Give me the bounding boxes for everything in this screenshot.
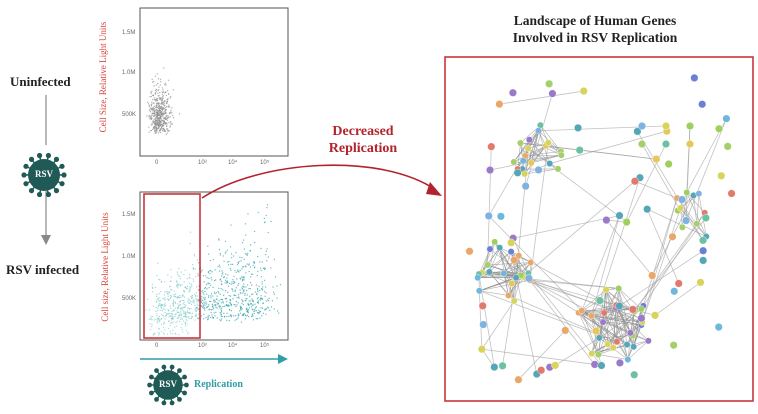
bottom-ytick-1: 1.5M — [122, 212, 136, 218]
network-title-line-2: Involved in RSV Replication — [512, 30, 678, 45]
network-title: Landscape of Human Genes Involved in RSV… — [470, 12, 720, 46]
virus-label: RSV — [34, 169, 53, 179]
top-ytick-1: 1.5M — [122, 30, 136, 36]
network-title-line-1: Landscape of Human Genes — [513, 13, 677, 28]
top-xtick-3: 10⁴ — [228, 160, 238, 166]
bottom-ytick-3: 500K — [122, 296, 137, 302]
rsv-infected-label: RSV infected — [6, 262, 80, 277]
replication-axis-arrow — [140, 354, 288, 364]
gate-box — [143, 193, 201, 339]
bottom-xtick-2: 10³ — [198, 343, 207, 349]
virus-label-bottom: RSV — [158, 379, 177, 389]
decreased-replication-label: Decreased Replication — [308, 123, 418, 157]
gene-network — [444, 56, 754, 402]
bottom-scatter-plot — [139, 191, 289, 341]
replication-label: Replication — [194, 379, 243, 390]
curved-arrow — [201, 164, 442, 199]
top-xtick-4: 10⁵ — [260, 160, 270, 166]
bottom-xtick-1: 0 — [155, 343, 159, 349]
uninfected-label: Uninfected — [10, 74, 71, 89]
top-xtick-1: 0 — [155, 160, 159, 166]
top-ytick-3: 500K — [122, 112, 137, 118]
bottom-xtick-3: 10⁴ — [228, 343, 238, 349]
top-plot-ylabel: Cell Size, Relative Light Units — [98, 21, 108, 133]
decreased-line-2: Replication — [328, 141, 398, 156]
bottom-ytick-2: 1.0M — [122, 254, 136, 260]
virus-icon-bottom: RSV — [145, 362, 191, 408]
top-scatter-plot — [139, 7, 289, 157]
down-arrow — [41, 95, 51, 245]
top-xtick-2: 10³ — [198, 160, 207, 166]
decreased-line-1: Decreased — [332, 124, 394, 139]
top-ytick-2: 1.0M — [122, 70, 136, 76]
bottom-plot-ylabel: Cell size, Relative Light Units — [100, 212, 110, 322]
bottom-xtick-4: 10⁵ — [260, 343, 270, 349]
virus-icon: RSV — [19, 150, 69, 200]
